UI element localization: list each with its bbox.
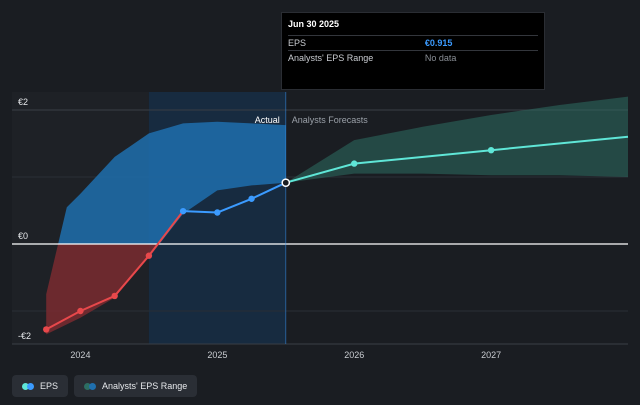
legend-range-label: Analysts' EPS Range — [102, 381, 188, 391]
y-tick-label: €2 — [18, 97, 28, 107]
eps-point — [43, 326, 50, 333]
eps-legend-icon — [22, 382, 34, 390]
tooltip-date: Jun 30 2025 — [288, 19, 340, 29]
legend-eps-label: EPS — [40, 381, 59, 391]
eps-point — [111, 292, 118, 300]
x-tick-label: 2026 — [344, 350, 364, 360]
range-legend-icon — [84, 382, 97, 390]
range-positive-group — [58, 121, 286, 244]
tooltip: Jun 30 2025 EPS €0.915 Analysts' EPS Ran… — [281, 12, 545, 90]
eps-line-segment — [216, 197, 252, 214]
tooltip-eps-label: EPS — [288, 38, 307, 48]
legend-range-button[interactable]: Analysts' EPS Range — [74, 375, 198, 397]
legend: EPS Analysts' EPS Range — [12, 375, 198, 397]
x-tick-label: 2024 — [70, 350, 90, 360]
eps-line-segment — [148, 210, 184, 257]
y-tick-label: -€2 — [18, 331, 31, 341]
tooltip-row-range: Analysts' EPS Range No data — [288, 50, 538, 65]
forecast-eps-point — [351, 160, 358, 167]
forecast-label: Analysts Forecasts — [292, 115, 369, 125]
eps-point — [145, 252, 153, 259]
eps-line-segment — [80, 295, 116, 312]
tooltip-range-value: No data — [424, 53, 457, 63]
actual-label: Actual — [255, 115, 280, 125]
range-negative-group — [46, 244, 160, 335]
eps-line-segment — [251, 181, 287, 200]
eps-point — [248, 195, 255, 202]
y-tick-label: €0 — [18, 231, 28, 241]
x-tick-label: 2025 — [207, 350, 227, 360]
forecast-eps-point — [487, 147, 495, 154]
range-area-positive — [58, 121, 286, 244]
tooltip-eps-value: €0.915 — [424, 38, 453, 48]
eps-line-segment — [45, 310, 81, 331]
forecast-eps-line — [285, 135, 629, 184]
eps-chart: Actual Analysts Forecasts €2 €0 -€2 2024 2025 2… — [12, 92, 629, 360]
range-area-negative — [46, 244, 160, 335]
eps-point — [179, 207, 187, 215]
highlighted-eps-point — [281, 178, 291, 188]
tooltip-range-label: Analysts' EPS Range — [288, 53, 374, 63]
eps-line-segment — [183, 210, 218, 214]
x-tick-label: 2027 — [481, 350, 501, 360]
eps-line-segment — [113, 255, 150, 297]
eps-point — [77, 307, 84, 315]
eps-point — [214, 209, 221, 216]
tooltip-row-eps: EPS €0.915 — [288, 35, 538, 50]
legend-eps-button[interactable]: EPS — [12, 375, 69, 397]
